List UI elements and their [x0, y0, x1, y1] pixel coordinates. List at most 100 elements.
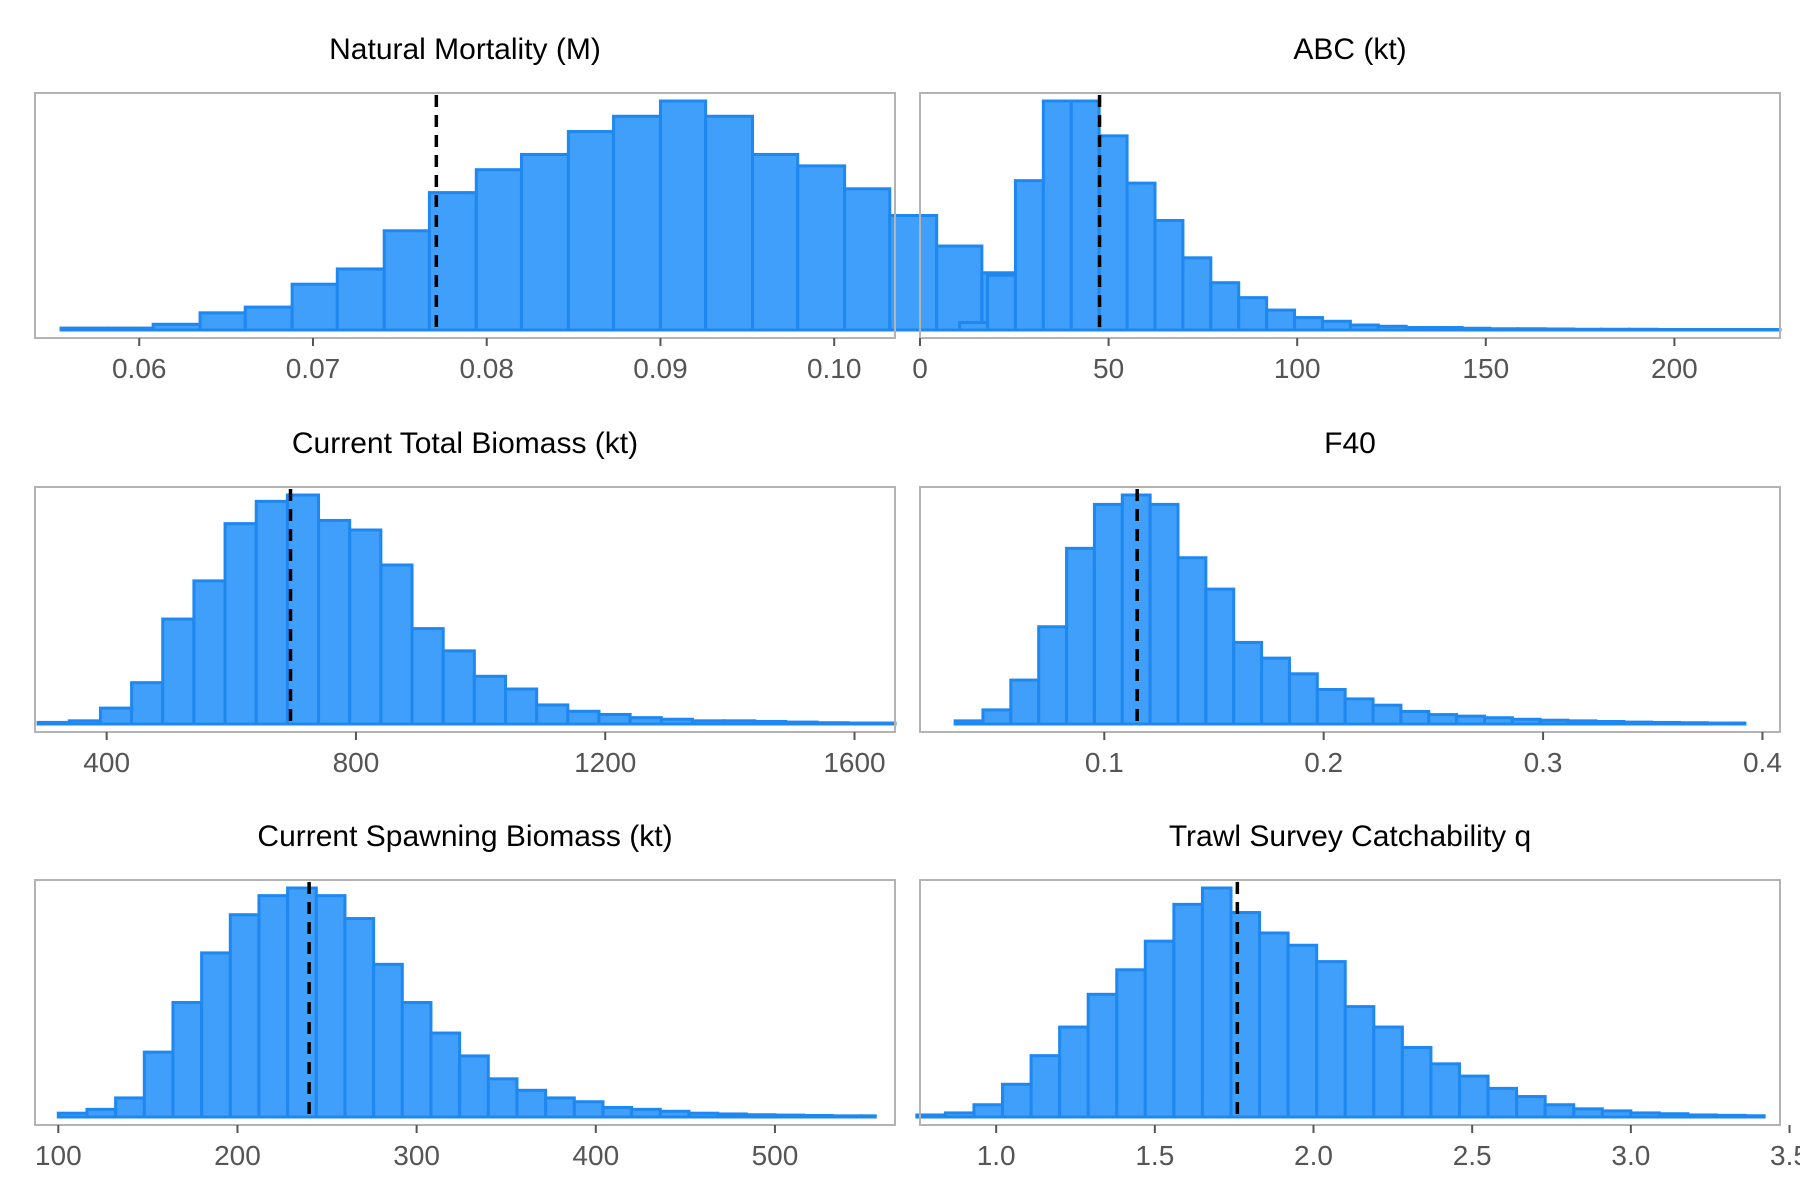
histogram-bar: [1628, 327, 1659, 332]
histogram-bar: [1515, 1095, 1547, 1119]
histogram-bar: [1237, 296, 1269, 332]
histogram-bar: [343, 917, 376, 1119]
histogram-bar: [1460, 326, 1492, 332]
histogram-bar: [243, 305, 294, 332]
histogram-bar: [171, 1001, 204, 1119]
histogram-bar: [85, 1107, 118, 1119]
histogram-bar: [36, 720, 71, 726]
histogram-bar: [1767, 328, 1782, 332]
histogram-bar: [1457, 1074, 1490, 1119]
histogram-bar: [687, 1111, 720, 1119]
histogram-bar: [1711, 328, 1743, 332]
histogram-bar: [566, 130, 616, 332]
histogram-bar: [784, 720, 819, 726]
histogram-bar: [1629, 1111, 1661, 1119]
histogram-bar: [1172, 902, 1204, 1119]
histogram-bar: [1009, 678, 1041, 726]
histogram-bar: [1739, 328, 1771, 332]
x-tick-label: 0.4: [1743, 747, 1782, 778]
histogram-bar: [953, 719, 985, 726]
x-tick-label: 1.5: [1135, 1140, 1174, 1171]
histogram-bar: [1069, 99, 1101, 332]
histogram-bar: [846, 721, 881, 726]
histogram-bar: [474, 168, 523, 332]
x-tick-label: 0.09: [633, 353, 688, 384]
histogram-bar: [504, 687, 539, 726]
x-tick-label: 800: [333, 747, 380, 778]
histogram-bar: [943, 1111, 976, 1119]
x-tick-label: 1200: [574, 747, 636, 778]
x-tick-label: 50: [1093, 353, 1124, 384]
histogram-bar: [1058, 1025, 1090, 1119]
histogram-bar: [1455, 714, 1486, 726]
histogram-bar: [1200, 886, 1233, 1119]
histogram-bar: [986, 273, 1017, 332]
x-tick-label: 0.07: [286, 353, 341, 384]
x-tick-label: 500: [752, 1140, 799, 1171]
histogram-bar: [1486, 1086, 1519, 1119]
histogram-bar: [1404, 326, 1436, 332]
histogram-bar: [1715, 1113, 1747, 1119]
histogram-bar: [472, 674, 508, 726]
histogram-bar: [486, 1077, 519, 1119]
histogram-bar: [981, 708, 1013, 726]
histogram-bar: [716, 1112, 748, 1119]
x-tick-label: 1600: [823, 747, 885, 778]
histogram-bar: [1510, 717, 1542, 726]
histogram-bar: [1516, 327, 1548, 332]
histogram-bar: [1343, 1005, 1376, 1119]
panel-6: Trawl Survey Catchability q 1.0 1.5 2.0 2.5 3…: [915, 820, 1800, 1171]
histogram-bar: [1686, 1113, 1719, 1119]
x-tick-label: 200: [1651, 353, 1698, 384]
histogram-bar: [1343, 697, 1375, 726]
panel-frame: [919, 92, 1781, 339]
x-tick-label: 400: [83, 747, 130, 778]
histogram-bar: [751, 152, 800, 332]
histogram-bar: [935, 244, 984, 332]
histogram-bar: [1153, 218, 1185, 332]
histogram-bar: [830, 1114, 863, 1119]
histogram-bar: [1097, 134, 1129, 332]
histogram-bar: [1013, 179, 1045, 332]
histogram-bar: [458, 1054, 490, 1119]
x-tick-label: 1.0: [977, 1140, 1016, 1171]
histogram-bar: [704, 114, 755, 332]
histogram-bar: [1265, 308, 1297, 332]
histogram-bar: [658, 99, 708, 332]
histogram-bar: [114, 1096, 146, 1119]
x-tick-label: 2.0: [1294, 1140, 1333, 1171]
panel-4: F40 0.1 0.2 0.3 0.4: [919, 427, 1782, 778]
histogram-bar: [597, 712, 632, 726]
histogram-bar: [429, 1031, 462, 1119]
histogram-bar: [1600, 327, 1632, 332]
histogram-bar: [1432, 326, 1464, 332]
histogram-bar: [1029, 1054, 1062, 1119]
histogram-bar: [859, 1114, 877, 1119]
histogram-bar: [1572, 327, 1604, 332]
histogram-bar: [192, 579, 227, 726]
histogram-bar: [1229, 911, 1262, 1119]
histogram-bar: [612, 114, 662, 332]
x-tick-label: 2.5: [1453, 1140, 1492, 1171]
histogram-bar: [1743, 1114, 1766, 1119]
panel-frame: [34, 879, 896, 1126]
x-tick-label: 200: [214, 1140, 261, 1171]
x-tick-label: 0: [912, 353, 928, 384]
histogram-bar: [317, 518, 352, 726]
histogram-bar: [659, 717, 694, 726]
panel-frame: [919, 486, 1781, 733]
histogram-bar: [888, 214, 939, 332]
panel-1: Natural Mortality (M) 0.06 0.07 0.08 0.09 0.1…: [34, 33, 1444, 384]
histogram-bar: [254, 499, 289, 726]
panel-title: F40: [1324, 427, 1376, 460]
histogram-bar: [1148, 502, 1180, 726]
histogram-bar: [59, 326, 110, 332]
histogram-bar: [257, 894, 290, 1119]
x-tick-label: 0.1: [1085, 747, 1124, 778]
histogram-bar: [1482, 716, 1514, 726]
histogram-bar: [628, 716, 663, 726]
histogram-bar: [1092, 502, 1124, 726]
histogram-bar: [1348, 323, 1380, 332]
histogram-bar: [972, 1103, 1005, 1119]
histogram-bar: [1655, 328, 1687, 332]
